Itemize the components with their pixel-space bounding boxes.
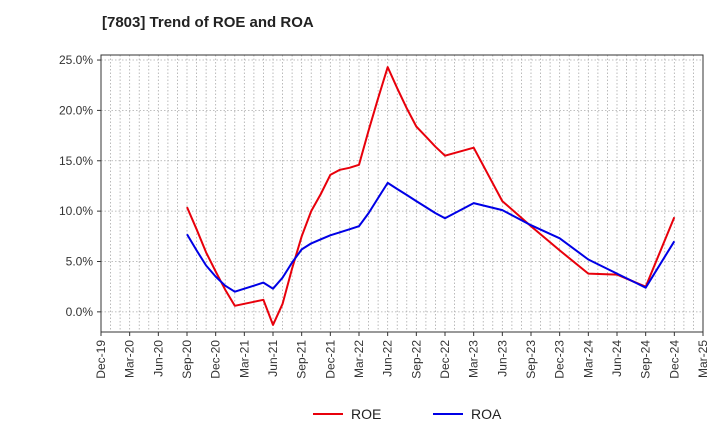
series-line-roa [186, 181, 676, 293]
x-tick-label: Mar-23 [467, 340, 481, 378]
x-tick-label: Dec-22 [438, 340, 452, 379]
x-tick-label: Jun-22 [381, 340, 395, 377]
series-line-roe [186, 66, 676, 326]
x-tick-label: Mar-21 [237, 340, 251, 378]
data-series [186, 66, 676, 326]
x-tick-label: Dec-21 [323, 340, 337, 379]
plot-frame [100, 54, 704, 333]
x-tick-label: Dec-19 [94, 340, 108, 379]
x-tick-label: Sep-22 [409, 340, 423, 379]
x-tick-label: Jun-20 [151, 340, 165, 377]
x-tick-label: Dec-24 [667, 340, 681, 379]
x-tick-label: Sep-24 [639, 340, 653, 379]
x-tick-label: Sep-20 [180, 340, 194, 379]
x-tick-label: Mar-25 [696, 340, 710, 378]
y-tick-label: 10.0% [59, 204, 93, 218]
x-tick-label: Sep-21 [295, 340, 309, 379]
y-axis-tick-labels: 0.0% 5.0% 10.0% 15.0% 20.0% 25.0% [59, 53, 101, 319]
y-tick-label: 0.0% [66, 305, 94, 319]
axes [100, 54, 704, 333]
y-tick-label: 15.0% [59, 154, 93, 168]
x-tick-label: Sep-23 [524, 340, 538, 379]
x-axis-tick-labels: Dec-19 Mar-20 Jun-20 Sep-20 Dec-20 Mar-21 Jun-… [94, 332, 710, 379]
y-tick-label: 5.0% [66, 254, 94, 268]
x-tick-label: Jun-21 [266, 340, 280, 377]
x-tick-label: Dec-23 [553, 340, 567, 379]
legend: ROE ROA [313, 406, 502, 422]
x-tick-label: Mar-20 [123, 340, 137, 378]
x-tick-label: Mar-22 [352, 340, 366, 378]
legend-label-roa: ROA [471, 406, 502, 422]
x-tick-label: Jun-23 [495, 340, 509, 377]
y-tick-label: 20.0% [59, 103, 93, 117]
x-tick-label: Mar-24 [581, 340, 595, 378]
chart-title: [7803] Trend of ROE and ROA [102, 14, 314, 31]
legend-label-roe: ROE [351, 406, 381, 422]
x-tick-label: Jun-24 [610, 340, 624, 377]
y-tick-label: 25.0% [59, 53, 93, 67]
x-tick-label: Dec-20 [209, 340, 223, 379]
